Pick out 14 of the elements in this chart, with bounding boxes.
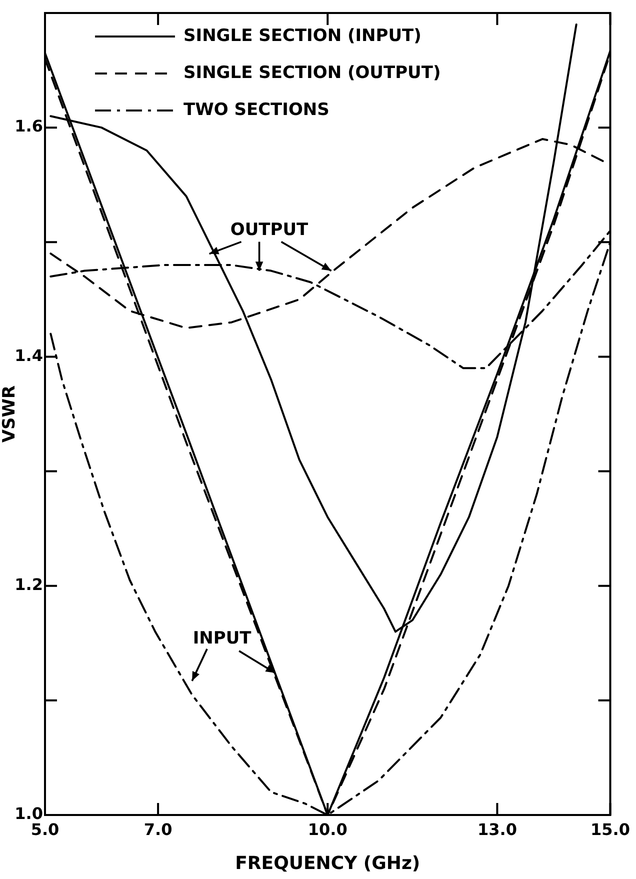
- annotation: OUTPUT: [230, 220, 309, 240]
- y-tick-label: 1.6: [14, 116, 43, 136]
- y-tick-label: 1.2: [14, 575, 43, 594]
- legend-label: SINGLE SECTION (INPUT): [184, 26, 422, 46]
- y-tick-label: 1.4: [14, 346, 43, 365]
- x-axis-title: FREQUENCY (GHz): [235, 852, 420, 874]
- x-tick-label: 10.0: [308, 820, 348, 839]
- y-axis-title: VSWR: [0, 385, 20, 443]
- x-tick-label: 13.0: [477, 820, 517, 839]
- x-tick-label: 15.0: [590, 820, 630, 839]
- legend-label: SINGLE SECTION (OUTPUT): [184, 62, 441, 83]
- annotation: INPUT: [192, 628, 252, 648]
- x-tick-label: 7.0: [144, 820, 172, 839]
- legend-label: TWO SECTIONS: [184, 100, 330, 120]
